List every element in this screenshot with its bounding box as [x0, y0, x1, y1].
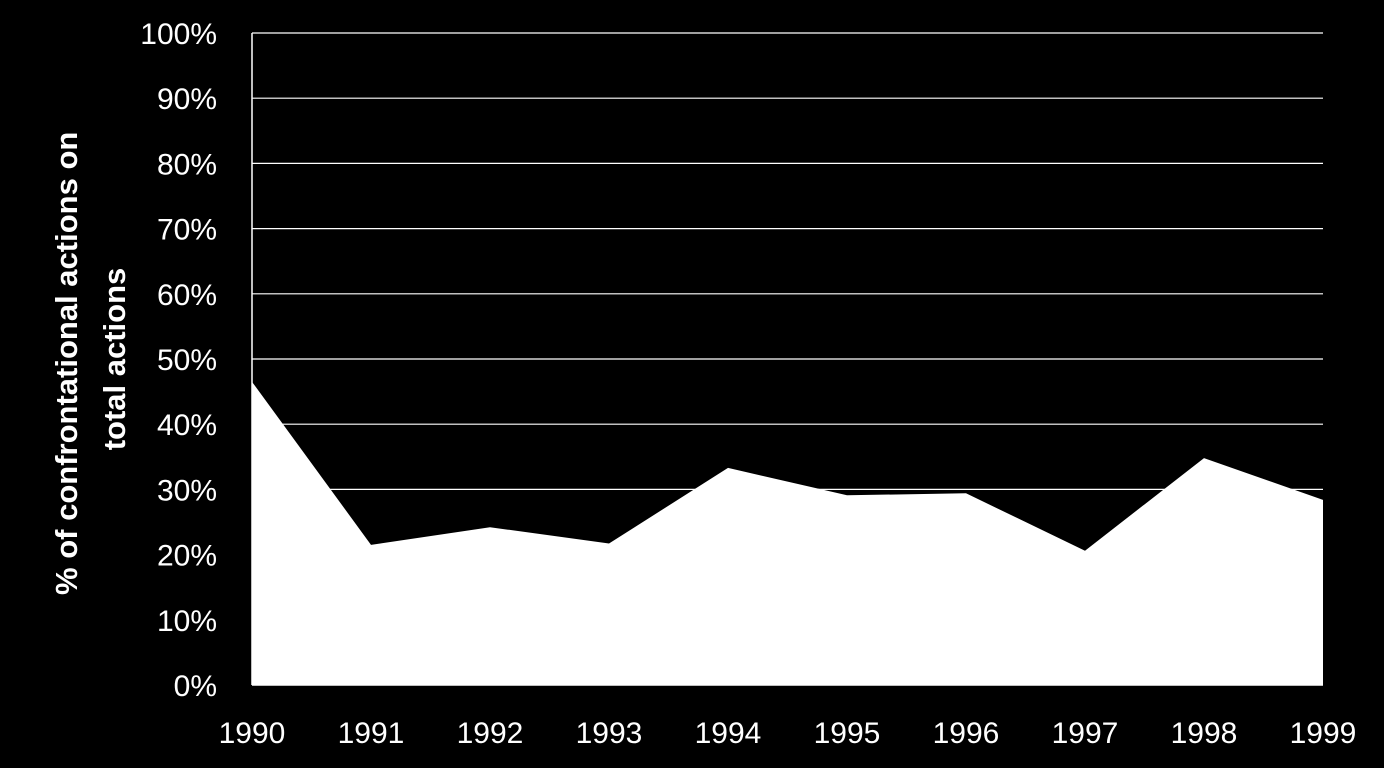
y-tick-label: 80%: [157, 148, 217, 181]
x-tick-label: 1994: [695, 717, 762, 750]
x-tick-label: 1992: [457, 717, 524, 750]
y-tick-label: 20%: [157, 540, 217, 573]
x-tick-label: 1990: [219, 717, 286, 750]
y-tick-label: 50%: [157, 344, 217, 377]
x-tick-label: 1999: [1290, 717, 1357, 750]
y-axis-title-line-1: % of confrontational actions on: [49, 132, 84, 595]
x-tick-label: 1993: [576, 717, 643, 750]
y-tick-label: 40%: [157, 409, 217, 442]
x-tick-label: 1996: [933, 717, 1000, 750]
area-series: [252, 381, 1323, 685]
y-tick-label: 60%: [157, 279, 217, 312]
x-tick-label: 1997: [1052, 717, 1119, 750]
y-tick-label: 10%: [157, 605, 217, 638]
y-axis-tick-labels: 0% 10% 20% 30% 40% 50% 60% 70% 80% 90% 100%: [140, 18, 217, 703]
x-tick-label: 1991: [338, 717, 405, 750]
y-tick-label: 90%: [157, 83, 217, 116]
y-axis-title: % of confrontational actions on total ac…: [49, 123, 132, 595]
y-tick-label: 30%: [157, 474, 217, 507]
x-axis-tick-labels: 1990 1991 1992 1993 1994 1995 1996 1997 1998 1999: [219, 717, 1357, 750]
y-tick-label: 100%: [140, 18, 217, 51]
y-tick-label: 0%: [174, 670, 217, 703]
axes: [251, 33, 1323, 686]
y-axis-title-line-2: total actions: [97, 268, 132, 451]
x-tick-label: 1998: [1171, 717, 1238, 750]
x-tick-label: 1995: [814, 717, 881, 750]
y-tick-label: 70%: [157, 214, 217, 247]
